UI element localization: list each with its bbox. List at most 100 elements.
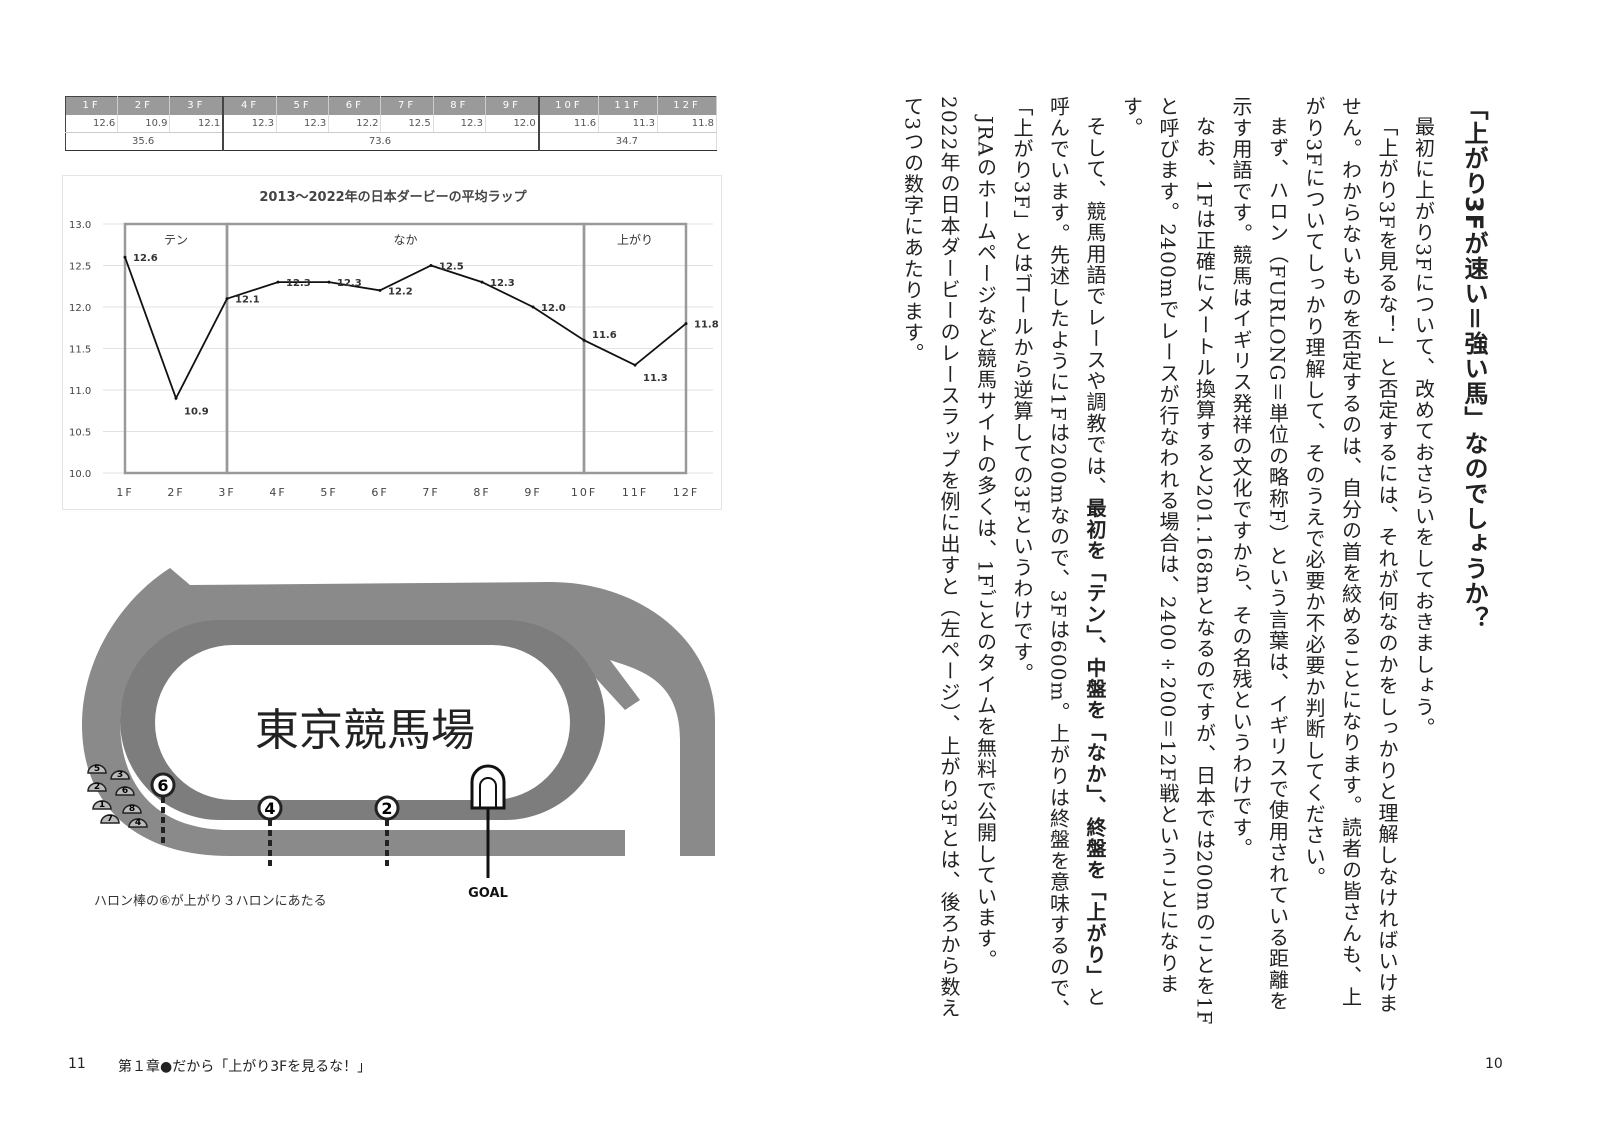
data-label: 12.3 <box>490 278 515 289</box>
data-point <box>378 288 382 292</box>
pole-stripe <box>161 797 165 803</box>
table-header-row: 1F 2F 3F 4F 5F 6F 7F 8F 9F 10F 11F 12F <box>65 96 717 115</box>
data-label: 10.9 <box>184 406 209 417</box>
data-label: 12.0 <box>541 303 566 314</box>
x-tick-label: 6F <box>371 486 388 499</box>
lap-table: 1F 2F 3F 4F 5F 6F 7F 8F 9F 10F 11F 12F 12.6 10.9 12.1… <box>65 96 717 151</box>
data-label: 12.5 <box>439 262 464 273</box>
paragraph: JRAのホームページなど競馬サイトの多くは、1Fごとのタイムを無料で公開していま… <box>900 96 998 1019</box>
paragraph: そして、競馬用語でレースや調教では、最初を「テン」、中盤を「なか」、終盤を「上が… <box>1004 96 1114 1026</box>
x-tick-label: 12F <box>673 486 699 499</box>
y-tick-label: 12.5 <box>69 262 91 273</box>
text: そして、競馬用語でレースや調教では、 <box>1083 116 1107 498</box>
paragraph: まず、ハロン（FURLONG＝単位の略称F）という言葉は、イギリスで使用されてい… <box>1229 96 1290 1012</box>
data-label: 12.3 <box>337 278 362 289</box>
pole-stripe <box>268 850 272 856</box>
header-cell: 5F <box>276 96 330 115</box>
data-point <box>174 396 178 400</box>
x-tick-label: 4F <box>269 486 286 499</box>
goal-label: GOAL <box>468 886 508 901</box>
text: と呼んでいます。先述したように1Fは200mなので、3Fは600m。上がりは終盤… <box>1010 96 1107 1020</box>
data-point <box>684 322 688 326</box>
lap-cell: 12.3 <box>223 114 278 133</box>
header-cell: 1F <box>65 96 119 115</box>
sum-cell: 34.7 <box>538 132 717 151</box>
gate <box>87 782 107 792</box>
paragraph: 「上がり3Fを見るな！」と否定するには、それが何なのかをしっかりと理解しなければ… <box>1302 96 1399 1015</box>
article: 「上がり3Fが速い＝強い馬」なのでしょうか？ 最初に上がり3Fについて、改めてお… <box>894 96 1492 1026</box>
header-cell: 9F <box>485 96 540 115</box>
data-point <box>582 338 586 342</box>
gate-number: 8 <box>129 804 135 814</box>
sum-cell: 73.6 <box>223 132 540 151</box>
y-tick-label: 13.0 <box>69 220 91 231</box>
track-caption: ハロン棒の⑥が上がり３ハロンにあたる <box>94 894 327 909</box>
data-label: 11.3 <box>643 373 668 384</box>
lap-cell: 12.1 <box>169 114 225 133</box>
pole-stripe <box>385 820 389 826</box>
data-point <box>633 363 637 367</box>
table-row: 35.6 73.6 34.7 <box>65 132 717 151</box>
x-tick-label: 11F <box>622 486 648 499</box>
table-row: 12.6 10.9 12.1 12.3 12.3 12.2 12.5 12.3 12.0 11.6… <box>65 114 717 133</box>
gate-number: 2 <box>94 782 100 792</box>
header-cell: 8F <box>433 96 486 115</box>
pole-stripe <box>161 837 165 843</box>
paragraph: 最初に上がり3Fについて、改めておさらいをしておきましょう。 <box>1411 116 1436 739</box>
header-cell: 3F <box>169 96 225 115</box>
series-line <box>124 256 687 401</box>
gate-number: 7 <box>107 814 113 824</box>
chart-title: 2013〜2022年の日本ダービーの平均ラップ <box>259 189 527 205</box>
article-title: 「上がり3Fが速い＝強い馬」なのでしょうか？ <box>1460 96 1488 632</box>
lap-cell: 12.0 <box>485 114 540 133</box>
chart-svg: 2013〜2022年の日本ダービーの平均ラップ 10.0 10.5 11.0 11.5… <box>69 189 719 499</box>
lap-cell: 11.8 <box>657 114 717 133</box>
data-point <box>225 297 229 301</box>
header-cell: 6F <box>328 96 382 115</box>
gate <box>87 764 107 774</box>
gate-number: 6 <box>122 786 128 796</box>
pole-stripe <box>385 850 389 856</box>
data-label: 11.6 <box>592 330 617 341</box>
furlong-pole <box>374 795 400 821</box>
gate <box>122 804 142 814</box>
track-diagram: 東京競馬場 5 3 2 6 1 8 7 4 6 4 2 GOAL <box>82 568 715 901</box>
x-tick-label: 5F <box>320 486 337 499</box>
gate-number: 3 <box>117 770 123 780</box>
y-tick-label: 11.5 <box>69 345 91 356</box>
data-label: 12.3 <box>286 278 311 289</box>
data-point <box>276 280 280 284</box>
track-name: 東京競馬場 <box>255 705 475 756</box>
header-cell: 7F <box>380 96 434 115</box>
y-tick-label: 10.0 <box>69 469 91 480</box>
data-label: 12.1 <box>235 295 260 306</box>
header-cell: 4F <box>223 96 278 115</box>
lap-cell: 12.3 <box>433 114 486 133</box>
paragraph: なお、1Fは正確にメートル換算すると201.168mとなるのですが、日本では20… <box>1119 96 1217 1026</box>
pole-stripe <box>161 807 165 813</box>
furlong-poles: 6 4 2 <box>150 772 400 866</box>
lap-cell: 11.3 <box>598 114 659 133</box>
emphasis: 最初を「テン」、中盤を「なか」、終盤を「上がり」 <box>1083 497 1107 987</box>
header-cell: 11F <box>598 96 659 115</box>
section-label: 上がり <box>617 232 653 247</box>
pole-stripe <box>268 830 272 836</box>
lap-cell: 12.3 <box>276 114 330 133</box>
gate <box>115 786 135 796</box>
lap-cell: 10.9 <box>117 114 171 133</box>
lap-cell: 11.6 <box>538 114 600 133</box>
header-cell: 2F <box>117 96 171 115</box>
furlong-pole <box>150 772 176 798</box>
data-label: 12.6 <box>133 253 158 264</box>
chapter-title: 第１章●だから「上がり3Fを見るな！」 <box>118 1059 372 1075</box>
pole-number: 4 <box>264 799 275 818</box>
pole-stripe <box>268 840 272 846</box>
page-number-right: 10 <box>1485 1056 1503 1072</box>
pole-stripe <box>161 827 165 833</box>
lap-cell: 12.2 <box>328 114 382 133</box>
pole-number: 2 <box>381 799 392 818</box>
lap-cell: 12.5 <box>380 114 434 133</box>
x-tick-label: 7F <box>422 486 439 499</box>
lap-cell: 12.6 <box>65 114 119 133</box>
gate <box>92 800 112 810</box>
